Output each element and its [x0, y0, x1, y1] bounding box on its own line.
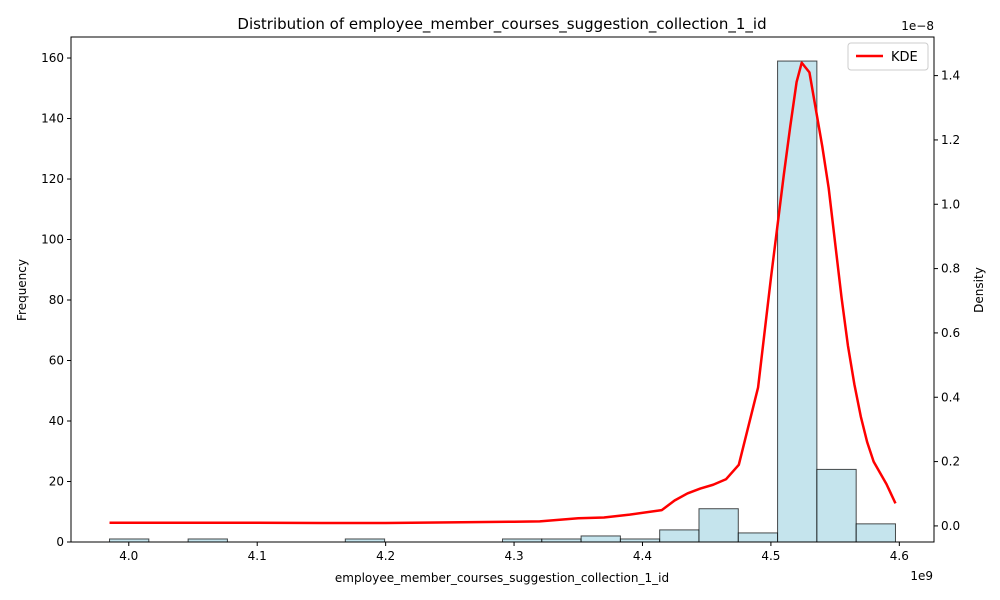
x-tick-label: 4.4 — [633, 549, 652, 563]
legend-label-kde: KDE — [891, 50, 918, 65]
y2-tick-label: 1.2 — [941, 133, 960, 147]
histogram-bar — [659, 529, 700, 543]
y-axis-right: 0.0 0.2 0.4 0.6 0.8 1.0 1.2 1.4 — [934, 69, 960, 533]
x-tick-label: 4.6 — [890, 549, 909, 563]
y-tick-label: 0 — [56, 535, 64, 549]
legend: KDE — [847, 42, 929, 71]
y2-tick-label: 0.0 — [941, 519, 960, 533]
x-tick-label: 4.1 — [248, 549, 267, 563]
y-axis-left: 0 20 40 60 80 100 120 140 160 — [41, 51, 71, 549]
y2-tick-label: 1.4 — [941, 69, 960, 83]
chart-title: Distribution of employee_member_courses_… — [237, 15, 766, 34]
y2-tick-label: 1.0 — [941, 197, 960, 211]
x-offset-label: 1e9 — [910, 569, 933, 583]
y2-tick-label: 0.8 — [941, 262, 960, 276]
histogram-bar — [698, 508, 739, 543]
histogram-bars — [109, 60, 896, 543]
plot-frame — [70, 36, 935, 543]
y-axis-label: Frequency — [15, 259, 29, 321]
y-tick-label: 20 — [49, 475, 64, 489]
y-tick-label: 60 — [49, 354, 64, 368]
histogram-bar — [777, 60, 818, 543]
histogram-bar — [855, 523, 896, 543]
x-axis-label: employee_member_courses_suggestion_colle… — [335, 571, 669, 585]
kde-line — [109, 61, 897, 525]
y2-axis-label: Density — [972, 267, 986, 313]
y-tick-label: 80 — [49, 293, 64, 307]
x-tick-label: 4.2 — [376, 549, 395, 563]
x-tick-label: 4.5 — [761, 549, 780, 563]
x-tick-label: 4.0 — [119, 549, 138, 563]
histogram-bar — [816, 468, 857, 543]
plot-area — [70, 36, 935, 543]
histogram-bar — [737, 532, 779, 543]
histogram-bar — [580, 535, 621, 543]
y-tick-label: 160 — [41, 51, 64, 65]
x-tick-label: 4.3 — [505, 549, 524, 563]
y2-tick-label: 0.4 — [941, 390, 960, 404]
y2-offset-label: 1e−8 — [901, 19, 934, 33]
y-tick-label: 40 — [49, 414, 64, 428]
legend-box — [847, 42, 929, 71]
x-axis: 4.0 4.1 4.2 4.3 4.4 4.5 4.6 — [119, 542, 909, 563]
y2-tick-label: 0.2 — [941, 455, 960, 469]
y-tick-label: 120 — [41, 172, 64, 186]
y2-tick-label: 0.6 — [941, 326, 960, 340]
y-tick-label: 100 — [41, 233, 64, 247]
y-tick-label: 140 — [41, 112, 64, 126]
